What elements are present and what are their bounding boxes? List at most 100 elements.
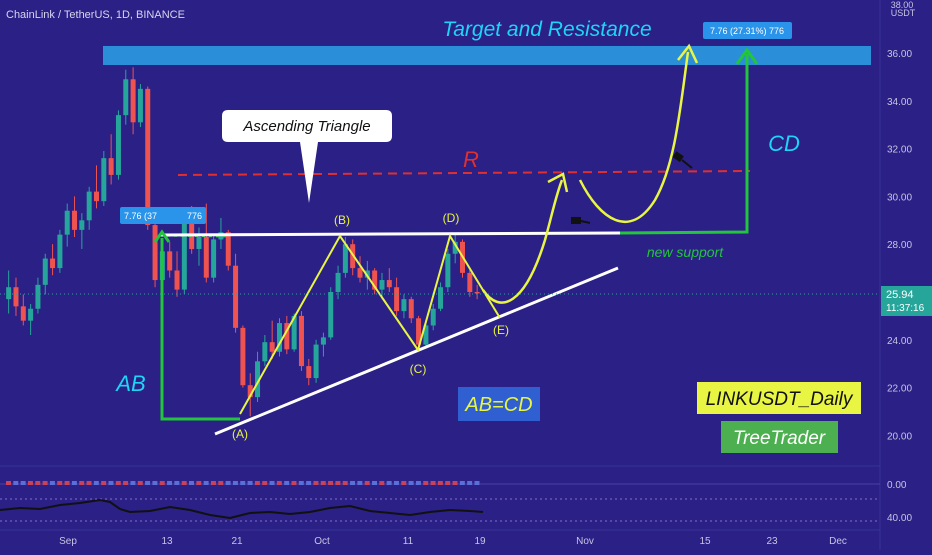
histogram-bar [269,481,275,485]
price-tick-label: 36.00 [887,49,912,60]
candle-body [269,342,275,352]
candle-body [203,237,209,278]
histogram-bar [240,481,246,485]
current-price-badge [881,286,932,316]
candle-body [306,366,312,379]
histogram-bar [247,481,253,485]
measure-top-label: 7.76 (27.31%) 776 [710,26,784,36]
candle-body [6,287,12,300]
candle-body [86,191,92,221]
candlestick-series [6,67,480,417]
date-tick-label: 11 [403,536,414,547]
histogram-bar [452,481,458,485]
candle-body [20,306,26,321]
candle-body [342,244,348,273]
candle-body [101,158,107,202]
ab-label: AB [114,371,145,396]
histogram-bar [393,481,399,485]
histogram-bar [86,481,92,485]
candle-body [64,210,70,235]
candle-body [152,225,158,281]
histogram-bar [108,481,114,485]
histogram-bar [123,481,129,485]
candle-body [320,337,326,345]
candle-body [445,253,451,288]
candle-body [452,241,458,254]
triangle-top-line [159,231,621,237]
histogram-bar [291,481,297,485]
histogram-bar [218,481,224,485]
candle-body [50,258,56,269]
candle-body [137,88,143,123]
candle-body [467,272,473,292]
histogram-bar [49,481,55,485]
candle-body [167,251,173,271]
candle-body [108,158,114,175]
candle-body [115,115,121,175]
histogram-bar [423,481,429,485]
histogram-bar [79,481,85,485]
point-d-label: (D) [443,211,460,225]
date-tick-label: Nov [576,536,594,547]
date-tick-label: Sep [59,536,77,547]
histogram-bar [437,481,443,485]
symbol-box-label: LINKUSDT_Daily [706,389,854,410]
histogram-bar [232,481,238,485]
histogram-bar [467,481,473,485]
histogram-bar [306,481,312,485]
measure-top-badge [703,22,792,39]
histogram-bar [342,481,348,485]
measure-left-tail: 776 [187,211,202,221]
projection-curve-1 [481,179,564,304]
author-box-label: TreeTrader [733,428,826,449]
histogram-bar [115,481,121,485]
date-tick-label: 23 [766,536,778,547]
price-tick-label: 34.00 [887,97,912,108]
candle-body [416,318,422,345]
measure-left-badge [120,207,206,224]
candle-body [247,385,253,398]
histogram-bar [276,481,282,485]
histogram-bar [386,481,392,485]
projection-arrow-1 [547,172,569,193]
histogram-bar [262,481,268,485]
histogram-bar [379,481,385,485]
new-support-label: new support [647,244,724,260]
resistance-r-label: R [463,147,479,172]
author-box [721,421,838,453]
histogram-bar [20,481,26,485]
candle-body [335,272,341,292]
histogram-bar [210,481,216,485]
histogram-bar [459,481,465,485]
zigzag-pattern-line [239,233,501,415]
volume-histogram [6,481,480,485]
point-e-label: (E) [493,323,509,337]
candle-body [28,308,34,321]
candle-body [13,287,19,307]
indicator-tick-0: 0.00 [887,480,907,491]
candle-body [255,361,261,398]
histogram-bar [298,481,304,485]
candle-body [284,323,290,350]
candle-body [181,220,187,290]
point-b-label: (B) [334,213,350,227]
histogram-bar [145,481,151,485]
price-tick-label: 30.00 [887,192,912,203]
histogram-bar [328,481,334,485]
date-tick-label: Oct [314,536,330,547]
date-tick-label: 21 [231,536,243,547]
candle-body [123,79,129,116]
date-tick-label: 13 [161,536,173,547]
histogram-bar [42,481,48,485]
candle-body [174,270,180,290]
histogram-bar [313,481,319,485]
candle-body [72,210,78,230]
candle-body [79,220,85,230]
candle-body [386,280,392,288]
point-c-label: (C) [410,362,427,376]
candle-body [328,292,334,338]
price-tick-label: 32.00 [887,145,912,156]
